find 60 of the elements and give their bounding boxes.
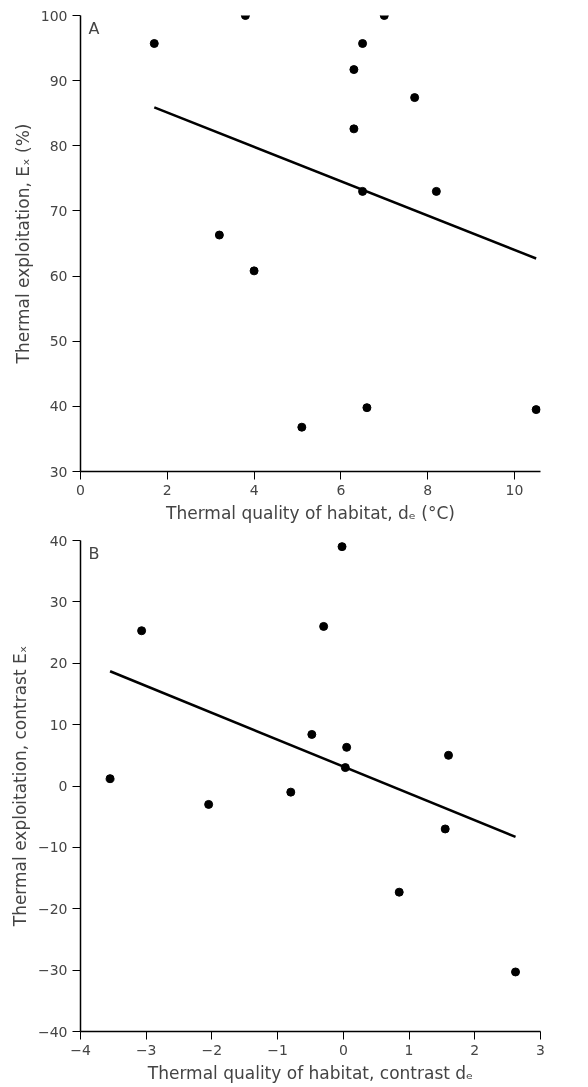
- y-tick-label: −40: [37, 1023, 68, 1040]
- point: [214, 230, 224, 240]
- annotation: B: [88, 543, 100, 563]
- x-axis-title: Thermal quality of habitat, dₑ (°C): [165, 502, 455, 523]
- y-tick-label: 60: [49, 268, 68, 285]
- x-tick-label: 10: [505, 481, 524, 498]
- annotation: A: [88, 18, 100, 38]
- point: [286, 787, 296, 797]
- x-tick-label: 6: [336, 481, 346, 498]
- y-tick-label: 100: [40, 7, 68, 24]
- y-tick-label: 30: [49, 593, 68, 610]
- x-tick-label: 4: [249, 481, 259, 498]
- x-tick-label: 2: [162, 481, 172, 498]
- point: [342, 742, 352, 752]
- point: [319, 621, 329, 631]
- y-tick-label: 70: [49, 202, 68, 219]
- y-tick-label: 30: [49, 463, 68, 480]
- y-tick-label: 10: [49, 716, 68, 733]
- x-tick-label: −4: [70, 1041, 91, 1058]
- point: [249, 266, 259, 276]
- point: [531, 405, 541, 415]
- y-tick-label: −30: [37, 962, 68, 979]
- x-tick-label: 0: [338, 1041, 348, 1058]
- y-tick-label: 20: [49, 655, 68, 672]
- y-tick-label: 40: [49, 532, 68, 549]
- x-tick-label: 2: [470, 1041, 480, 1058]
- point: [349, 65, 359, 75]
- y-tick-label: 80: [49, 137, 68, 154]
- y-tick-label: −20: [37, 900, 68, 917]
- y-tick-label: 40: [49, 398, 68, 415]
- x-axis-title: Thermal quality of habitat, contrast dₑ: [146, 1062, 474, 1083]
- point: [511, 967, 521, 977]
- y-tick-label: 0: [58, 778, 68, 794]
- point: [444, 750, 453, 760]
- point: [410, 93, 420, 103]
- x-tick-label: −3: [135, 1041, 157, 1058]
- point: [105, 774, 115, 784]
- point: [362, 403, 372, 413]
- point: [149, 39, 159, 48]
- y-tick-label: 90: [49, 72, 68, 89]
- point: [337, 542, 347, 552]
- y-tick-label: −10: [37, 839, 68, 856]
- y-axis-title: Thermal exploitation, Eₓ (%): [12, 123, 33, 365]
- point: [307, 729, 317, 739]
- x-tick-label: 8: [423, 481, 433, 498]
- point: [349, 124, 359, 134]
- x-tick-label: 3: [536, 1041, 545, 1058]
- point: [204, 799, 214, 809]
- x-tick-label: 0: [76, 481, 85, 498]
- y-tick-label: 50: [49, 333, 68, 350]
- point: [358, 39, 368, 48]
- point: [440, 824, 450, 834]
- point: [297, 422, 307, 432]
- y-axis-title: Thermal exploitation, contrast Eₓ: [9, 645, 30, 928]
- x-tick-label: −2: [201, 1041, 223, 1058]
- point: [394, 887, 404, 897]
- point: [431, 186, 441, 196]
- x-tick-label: −1: [267, 1041, 288, 1058]
- x-tick-label: 1: [404, 1041, 414, 1058]
- point: [137, 626, 147, 636]
